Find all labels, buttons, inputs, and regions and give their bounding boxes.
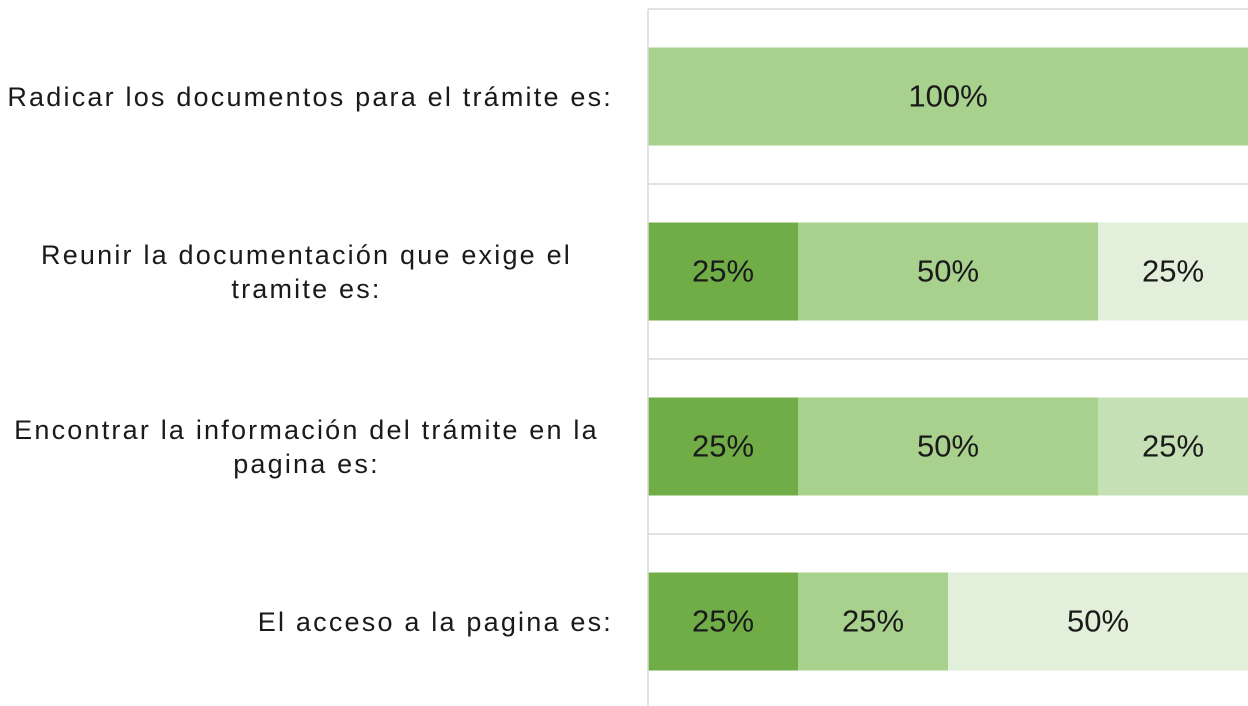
category-label: Encontrar la información del trámite en … [0,413,613,481]
category-label: Radicar los documentos para el trámite e… [0,80,613,114]
data-label: 25% [692,254,754,289]
data-label: 100% [908,79,987,114]
bar-segment [798,572,948,671]
category-text: Radicar los documentos para el trámite e… [7,81,613,112]
bar-segment [948,572,1248,671]
category-text: El acceso a la pagina es: [257,606,613,637]
bar-segment [648,572,798,671]
bar-segment [648,222,798,321]
bar-segment [1098,222,1248,321]
data-label: 50% [917,254,979,289]
data-label: 25% [1142,254,1204,289]
category-label: El acceso a la pagina es: [0,605,613,639]
data-label: 50% [917,429,979,464]
category-text: Reunir la documentación que exige el tra… [41,239,572,304]
data-label: 50% [1067,604,1129,639]
category-label: Reunir la documentación que exige el tra… [0,238,613,306]
bar-segment [798,397,1098,496]
bar-segment [1098,397,1248,496]
data-label: 25% [842,604,904,639]
data-label: 25% [692,604,754,639]
bar-segment [798,222,1098,321]
category-text: Encontrar la información del trámite en … [14,414,599,479]
bar-segment [648,47,1248,146]
bar-segment [648,397,798,496]
data-label: 25% [692,429,754,464]
data-label: 25% [1142,429,1204,464]
